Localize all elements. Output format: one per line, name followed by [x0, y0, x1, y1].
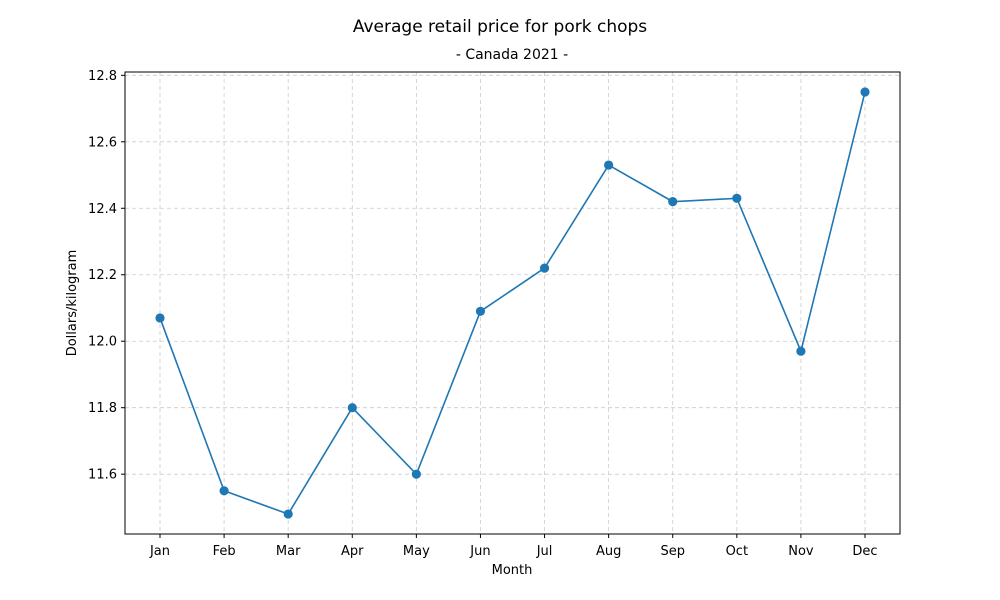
- x-tick-label: Apr: [341, 544, 364, 559]
- x-axis-label: Month: [492, 563, 533, 578]
- data-point: [604, 160, 614, 170]
- data-point: [860, 87, 870, 97]
- y-tick-label: 12.2: [88, 268, 117, 283]
- x-axis-ticks: Jan Feb Mar Apr May Jun Jul Aug Sep Oct Nov Dec: [149, 534, 878, 559]
- x-tick-label: Sep: [660, 544, 685, 559]
- y-tick-label: 11.8: [88, 401, 117, 416]
- data-point: [475, 306, 486, 316]
- data-point: [411, 469, 421, 479]
- x-tick-label: Dec: [852, 544, 877, 559]
- x-tick-label: Jun: [469, 544, 490, 559]
- data-point: [283, 509, 293, 519]
- x-tick-label: May: [403, 544, 430, 559]
- x-tick-label: Aug: [596, 544, 621, 559]
- x-tick-label: Jan: [149, 544, 170, 559]
- x-tick-label: Oct: [726, 544, 748, 559]
- chart-title: Average retail price for pork chops: [353, 17, 647, 37]
- data-point: [796, 346, 806, 356]
- chart-subtitle: - Canada 2021 -: [456, 47, 568, 63]
- x-tick-label: Jul: [536, 544, 553, 559]
- data-point: [347, 403, 357, 413]
- series-line: [159, 91, 866, 516]
- y-axis-label: Dollars/kilogram: [65, 250, 80, 357]
- x-tick-label: Mar: [276, 544, 301, 559]
- y-tick-label: 12.8: [88, 69, 117, 84]
- y-axis-ticks: 11.6 11.8 12.0 12.2 12.4 12.6 12.8: [88, 69, 125, 483]
- grid-lines: [125, 72, 900, 534]
- x-tick-label: Feb: [213, 544, 236, 559]
- data-point: [539, 263, 550, 273]
- data-point: [732, 193, 742, 203]
- data-point: [155, 313, 165, 323]
- data-point: [668, 197, 678, 207]
- y-tick-label: 11.6: [88, 468, 117, 483]
- plot-area-frame: [124, 71, 901, 535]
- series-layer: [155, 87, 870, 519]
- y-tick-label: 12.4: [88, 202, 117, 217]
- y-tick-label: 12.6: [88, 135, 117, 150]
- data-point: [219, 486, 229, 496]
- x-tick-label: Nov: [788, 544, 814, 559]
- y-tick-label: 12.0: [88, 335, 117, 350]
